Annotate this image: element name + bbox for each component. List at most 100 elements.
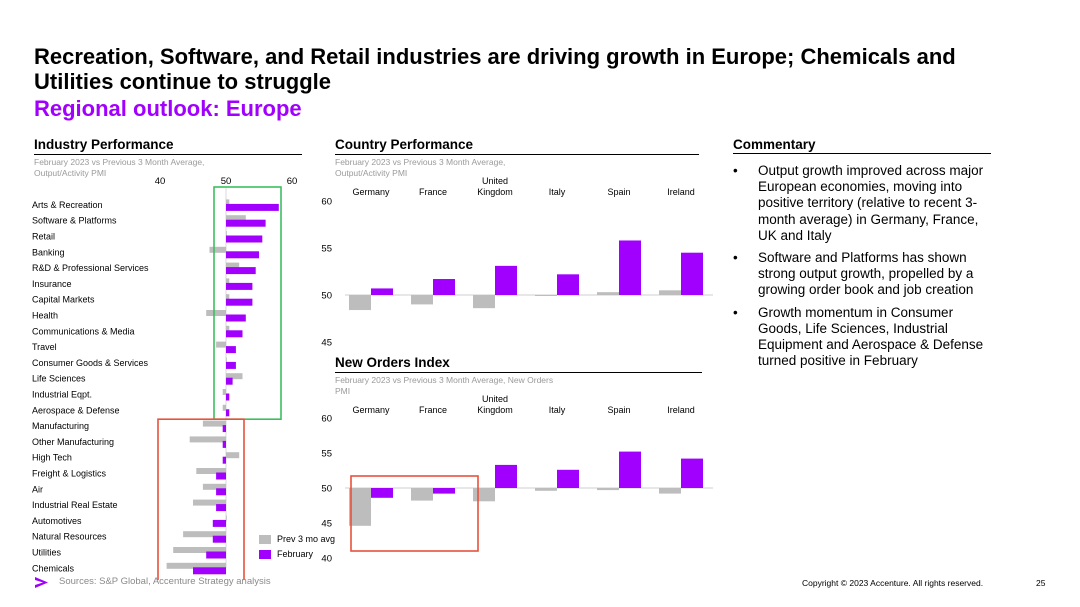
country-bar-feb — [433, 279, 455, 295]
industry-bar-feb — [226, 235, 263, 243]
country-bar-feb — [619, 240, 641, 295]
country-category-label: Ireland — [667, 187, 695, 197]
orders-bar-feb — [619, 451, 641, 488]
legend-label-prev: Prev 3 mo avg — [277, 534, 336, 544]
industry-bar-prev — [226, 373, 243, 380]
country-y-tick-label: 45 — [321, 338, 332, 349]
industry-bar-prev — [226, 199, 230, 206]
orders-category-label: France — [419, 405, 447, 415]
legend-item-prev: Prev 3 mo avg — [259, 534, 335, 544]
commentary-heading: Commentary — [733, 137, 816, 152]
country-category-label: United — [482, 176, 508, 186]
industry-bar-prev — [173, 547, 226, 553]
country-heading: Country Performance — [335, 137, 474, 152]
country-bar-feb — [371, 288, 393, 295]
orders-highlight-red — [350, 475, 479, 552]
country-bar-prev — [411, 295, 433, 305]
legend-swatch-feb — [259, 549, 271, 559]
orders-bar-feb — [371, 488, 393, 498]
industry-bar-prev — [226, 515, 227, 522]
industry-bar-prev — [183, 531, 226, 538]
industry-category-label: Chemicals — [32, 563, 75, 573]
industry-category-label: Air — [32, 484, 43, 494]
commentary-bullet: • Output growth improved across major Eur… — [733, 163, 984, 243]
orders-bar-prev — [535, 488, 557, 491]
industry-category-label: Natural Resources — [32, 532, 107, 542]
country-y-tick-label: 55 — [321, 244, 332, 255]
industry-category-label: Consumer Goods & Services — [32, 358, 149, 368]
legend: Prev 3 mo avg February — [259, 534, 335, 559]
accenture-logo-icon — [35, 577, 48, 588]
country-category-label: Germany — [352, 187, 390, 197]
commentary-bullet-text: Output growth improved across major Euro… — [758, 163, 984, 243]
industry-category-label: Capital Markets — [32, 295, 95, 305]
industry-bar-prev — [222, 404, 226, 411]
legend-swatch-prev — [259, 534, 271, 544]
commentary-list: • Output growth improved across major Eur… — [733, 163, 995, 375]
industry-bar-feb — [226, 330, 243, 338]
industry-bar-prev — [226, 294, 230, 301]
industry-category-label: Life Sciences — [32, 374, 86, 384]
industry-highlight-green — [213, 186, 282, 420]
industry-bar-feb — [222, 425, 226, 433]
industry-heading: Industry Performance — [34, 137, 174, 152]
industry-category-label: Industrial Real Estate — [32, 500, 118, 510]
industry-bar-prev — [226, 231, 227, 237]
industry-bar-feb — [226, 361, 236, 369]
industry-category-label: Other Manufacturing — [32, 437, 114, 447]
page-subtitle: Regional outlook: Europe — [34, 96, 302, 121]
orders-category-label: Spain — [607, 405, 630, 415]
industry-bar-prev — [193, 499, 226, 506]
industry-bar-prev — [226, 278, 230, 285]
country-bar-feb — [681, 252, 703, 295]
country-category-label: France — [419, 187, 447, 197]
industry-bar-feb — [226, 346, 236, 354]
orders-y-tick-label: 60 — [321, 414, 332, 425]
orders-category-label: Ireland — [667, 405, 695, 415]
industry-bar-feb — [226, 267, 256, 275]
industry-bar-feb — [226, 409, 230, 417]
industry-category-label: Freight & Logistics — [32, 469, 107, 479]
industry-divider — [34, 154, 302, 155]
country-bar-feb — [495, 265, 517, 295]
country-y-tick-label: 50 — [321, 291, 332, 302]
industry-bar-prev — [202, 420, 226, 427]
industry-bar-feb — [226, 219, 266, 227]
country-bar-prev — [659, 290, 681, 295]
industry-bar-feb — [206, 551, 226, 559]
copyright-text: Copyright © 2023 Accenture. All rights r… — [802, 578, 984, 588]
orders-divider — [335, 372, 702, 373]
country-category-label: Spain — [607, 187, 630, 197]
industry-bar-prev — [226, 325, 230, 332]
industry-bar-feb — [226, 377, 233, 385]
orders-note: February 2023 vs Previous 3 Month Averag… — [335, 375, 554, 396]
country-bar-prev — [473, 295, 495, 309]
orders-y-tick-label: 45 — [321, 519, 332, 530]
industry-category-label: Utilities — [32, 548, 62, 558]
sources-note: Sources: S&P Global, Accenture Strategy … — [59, 576, 271, 587]
industry-bar-feb — [226, 314, 246, 322]
orders-heading: New Orders Index — [335, 355, 450, 370]
industry-bar-prev — [189, 436, 226, 443]
commentary-bullet-text: Software and Platforms has shown strong … — [758, 250, 974, 298]
orders-category-label: United — [482, 394, 508, 404]
country-bar-prev — [349, 295, 371, 311]
industry-bar-prev — [226, 215, 246, 222]
orders-bar-prev — [349, 488, 371, 526]
industry-bar-prev — [202, 483, 226, 490]
industry-category-label: Communications & Media — [32, 326, 135, 336]
industry-bar-feb — [226, 298, 253, 306]
orders-bar-feb — [557, 469, 579, 488]
industry-bar-prev — [216, 341, 226, 348]
country-bar-feb — [557, 274, 579, 295]
industry-chart: 40 50 60 Arts & Recreation Software & Platfo… — [32, 176, 297, 580]
industry-highlight-red — [157, 418, 245, 580]
industry-bar-feb — [222, 440, 226, 448]
industry-category-label: Aerospace & Defense — [32, 405, 120, 415]
orders-bar-feb — [681, 458, 703, 488]
industry-category-label: Travel — [32, 342, 57, 352]
industry-category-label: High Tech — [32, 453, 72, 463]
orders-bar-prev — [597, 488, 619, 491]
industry-bar-prev — [226, 357, 227, 364]
industry-bar-prev — [166, 562, 226, 569]
